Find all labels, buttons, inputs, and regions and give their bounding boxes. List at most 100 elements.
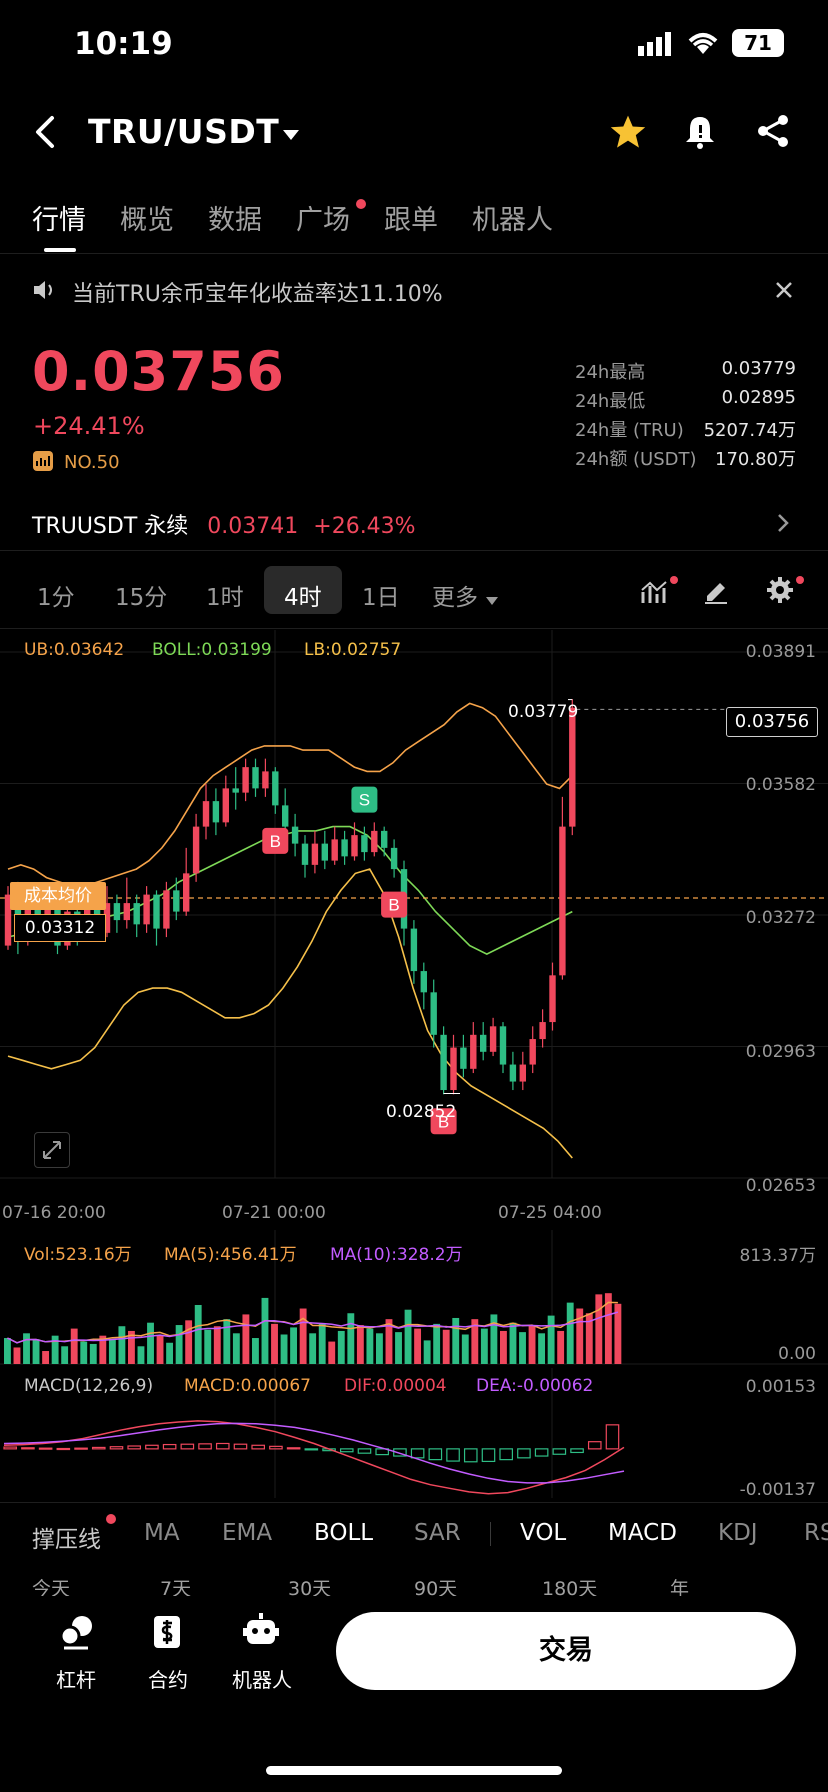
macd-histogram-bar <box>198 1443 212 1450</box>
rank-badge[interactable]: NO.50 <box>64 452 120 473</box>
timeframe-4h[interactable]: 4时 <box>284 585 322 611</box>
candle-body <box>242 767 249 793</box>
macd-histogram-bar <box>339 1448 354 1453</box>
macd-histogram-bar <box>570 1448 584 1454</box>
range-year[interactable]: 年 <box>670 1578 690 1600</box>
pair-title[interactable]: TRU/USDT <box>88 112 280 151</box>
notice-text[interactable]: 当前TRU余币宝年化收益率达11.10% <box>72 282 443 307</box>
volume-bar <box>318 1323 326 1364</box>
macd-histogram-bar <box>357 1448 372 1454</box>
indicator-icon[interactable] <box>640 578 670 610</box>
indicator-tab-rsi[interactable]: RS <box>804 1520 828 1546</box>
tab-data[interactable]: 数据 <box>208 205 262 236</box>
volume-bar <box>547 1315 555 1364</box>
timeframe-1m[interactable]: 1分 <box>37 585 75 611</box>
macd-histogram-bar <box>74 1447 88 1450</box>
high-marker: 0.03779 <box>508 702 579 722</box>
robot-icon[interactable] <box>242 1612 280 1654</box>
range-30d[interactable]: 30天 <box>288 1578 332 1600</box>
candle-body <box>34 898 41 929</box>
chevron-down-icon[interactable] <box>486 590 498 609</box>
tab-robot[interactable]: 机器人 <box>472 205 553 236</box>
volume-min-label: 0.00 <box>778 1344 816 1364</box>
nav-contract[interactable]: 合约 <box>148 1668 188 1692</box>
candle-body <box>559 826 566 976</box>
draw-pencil-icon[interactable] <box>702 578 730 610</box>
settings-dot <box>796 576 804 584</box>
nav-robot[interactable]: 机器人 <box>232 1668 292 1692</box>
legend-macd-name: MACD(12,26,9) <box>24 1376 154 1396</box>
buy-marker <box>262 827 289 854</box>
volume-chart[interactable] <box>0 1230 828 1368</box>
legend-vol-ma10: MA(10):328.2万 <box>330 1245 463 1265</box>
macd-histogram-bar <box>21 1447 35 1450</box>
volume-bar <box>538 1333 546 1364</box>
chevron-right-icon[interactable] <box>776 512 790 538</box>
indicator-tab-macd[interactable]: MACD <box>608 1520 677 1546</box>
time-axis-label: 07-16 20:00 <box>2 1203 106 1223</box>
perpetual-row[interactable]: TRUUSDT 永续 0.03741 +26.43% <box>32 508 416 540</box>
candle-body <box>331 839 338 861</box>
indicator-tab-ema[interactable]: EMA <box>222 1520 273 1546</box>
indicator-tab-boll[interactable]: BOLL <box>314 1520 374 1546</box>
volume-bar <box>585 1313 593 1364</box>
timeframe-1d[interactable]: 1日 <box>362 585 400 611</box>
candle-body <box>361 835 368 853</box>
volume-bar <box>271 1323 278 1364</box>
candle-body <box>311 843 319 865</box>
volume-bar <box>242 1314 250 1364</box>
tab-market[interactable]: 行情 <box>32 205 86 236</box>
indicator-tab-ma[interactable]: MA <box>144 1520 180 1546</box>
volume-bar <box>414 1328 422 1364</box>
contract-icon[interactable] <box>150 1614 184 1656</box>
candle-body <box>103 903 111 933</box>
timeframe-1h[interactable]: 1时 <box>206 585 244 611</box>
legend-lb: LB:0.02757 <box>304 640 402 660</box>
back-icon[interactable] <box>32 114 56 154</box>
leverage-icon[interactable] <box>58 1614 96 1656</box>
candle-body <box>381 830 388 848</box>
pair-dropdown-icon[interactable] <box>282 126 300 145</box>
volume-bar <box>528 1325 536 1364</box>
tab-square[interactable]: 广场 <box>296 205 350 236</box>
indicator-tab-kdj[interactable]: KDJ <box>718 1520 758 1546</box>
nav-leverage[interactable]: 杠杆 <box>56 1668 96 1692</box>
expand-icon[interactable] <box>34 1132 70 1168</box>
stat-low-value: 0.02895 <box>721 387 796 408</box>
range-today[interactable]: 今天 <box>32 1578 71 1600</box>
alert-bell-icon[interactable] <box>684 114 716 154</box>
favorite-star-icon[interactable] <box>609 114 647 154</box>
range-90d[interactable]: 90天 <box>414 1578 458 1600</box>
volume-bar <box>99 1335 107 1364</box>
volume-bar <box>4 1338 11 1364</box>
settings-gear-icon[interactable] <box>766 576 794 608</box>
volume-bar <box>356 1325 364 1364</box>
candle-body <box>133 903 140 925</box>
time-axis-label: 07-25 04:00 <box>498 1203 602 1223</box>
close-icon[interactable] <box>774 280 794 304</box>
range-180d[interactable]: 180天 <box>542 1578 598 1600</box>
indicator-dot <box>670 576 678 584</box>
tab-overview[interactable]: 概览 <box>120 205 174 236</box>
cost-average-label: 成本均价 <box>10 882 106 910</box>
timeframe-more[interactable]: 更多 <box>432 585 478 611</box>
indicator-tab-sar[interactable]: SAR <box>414 1520 461 1546</box>
trade-button[interactable]: 交易 <box>336 1612 796 1690</box>
indicator-tab-vol[interactable]: VOL <box>520 1520 567 1546</box>
low-marker: 0.02852 <box>386 1102 457 1122</box>
volume-bar <box>337 1330 345 1364</box>
legend-ub: UB:0.03642 <box>24 640 125 660</box>
volume-bar <box>395 1332 402 1364</box>
macd-min-label: -0.00137 <box>739 1480 816 1500</box>
indicator-tab-support[interactable]: 撑压线 <box>32 1527 101 1553</box>
timeframe-15m[interactable]: 15分 <box>115 585 168 611</box>
volume-bar <box>490 1314 498 1364</box>
volume-ma10-line <box>7 1311 619 1344</box>
range-7d[interactable]: 7天 <box>160 1578 192 1600</box>
candle-body <box>489 1026 497 1052</box>
share-icon[interactable] <box>756 114 790 152</box>
tab-copytrade[interactable]: 跟单 <box>384 205 438 236</box>
macd-histogram-bar <box>269 1445 283 1450</box>
macd-chart[interactable] <box>0 1368 828 1502</box>
candle-body <box>499 1026 507 1065</box>
